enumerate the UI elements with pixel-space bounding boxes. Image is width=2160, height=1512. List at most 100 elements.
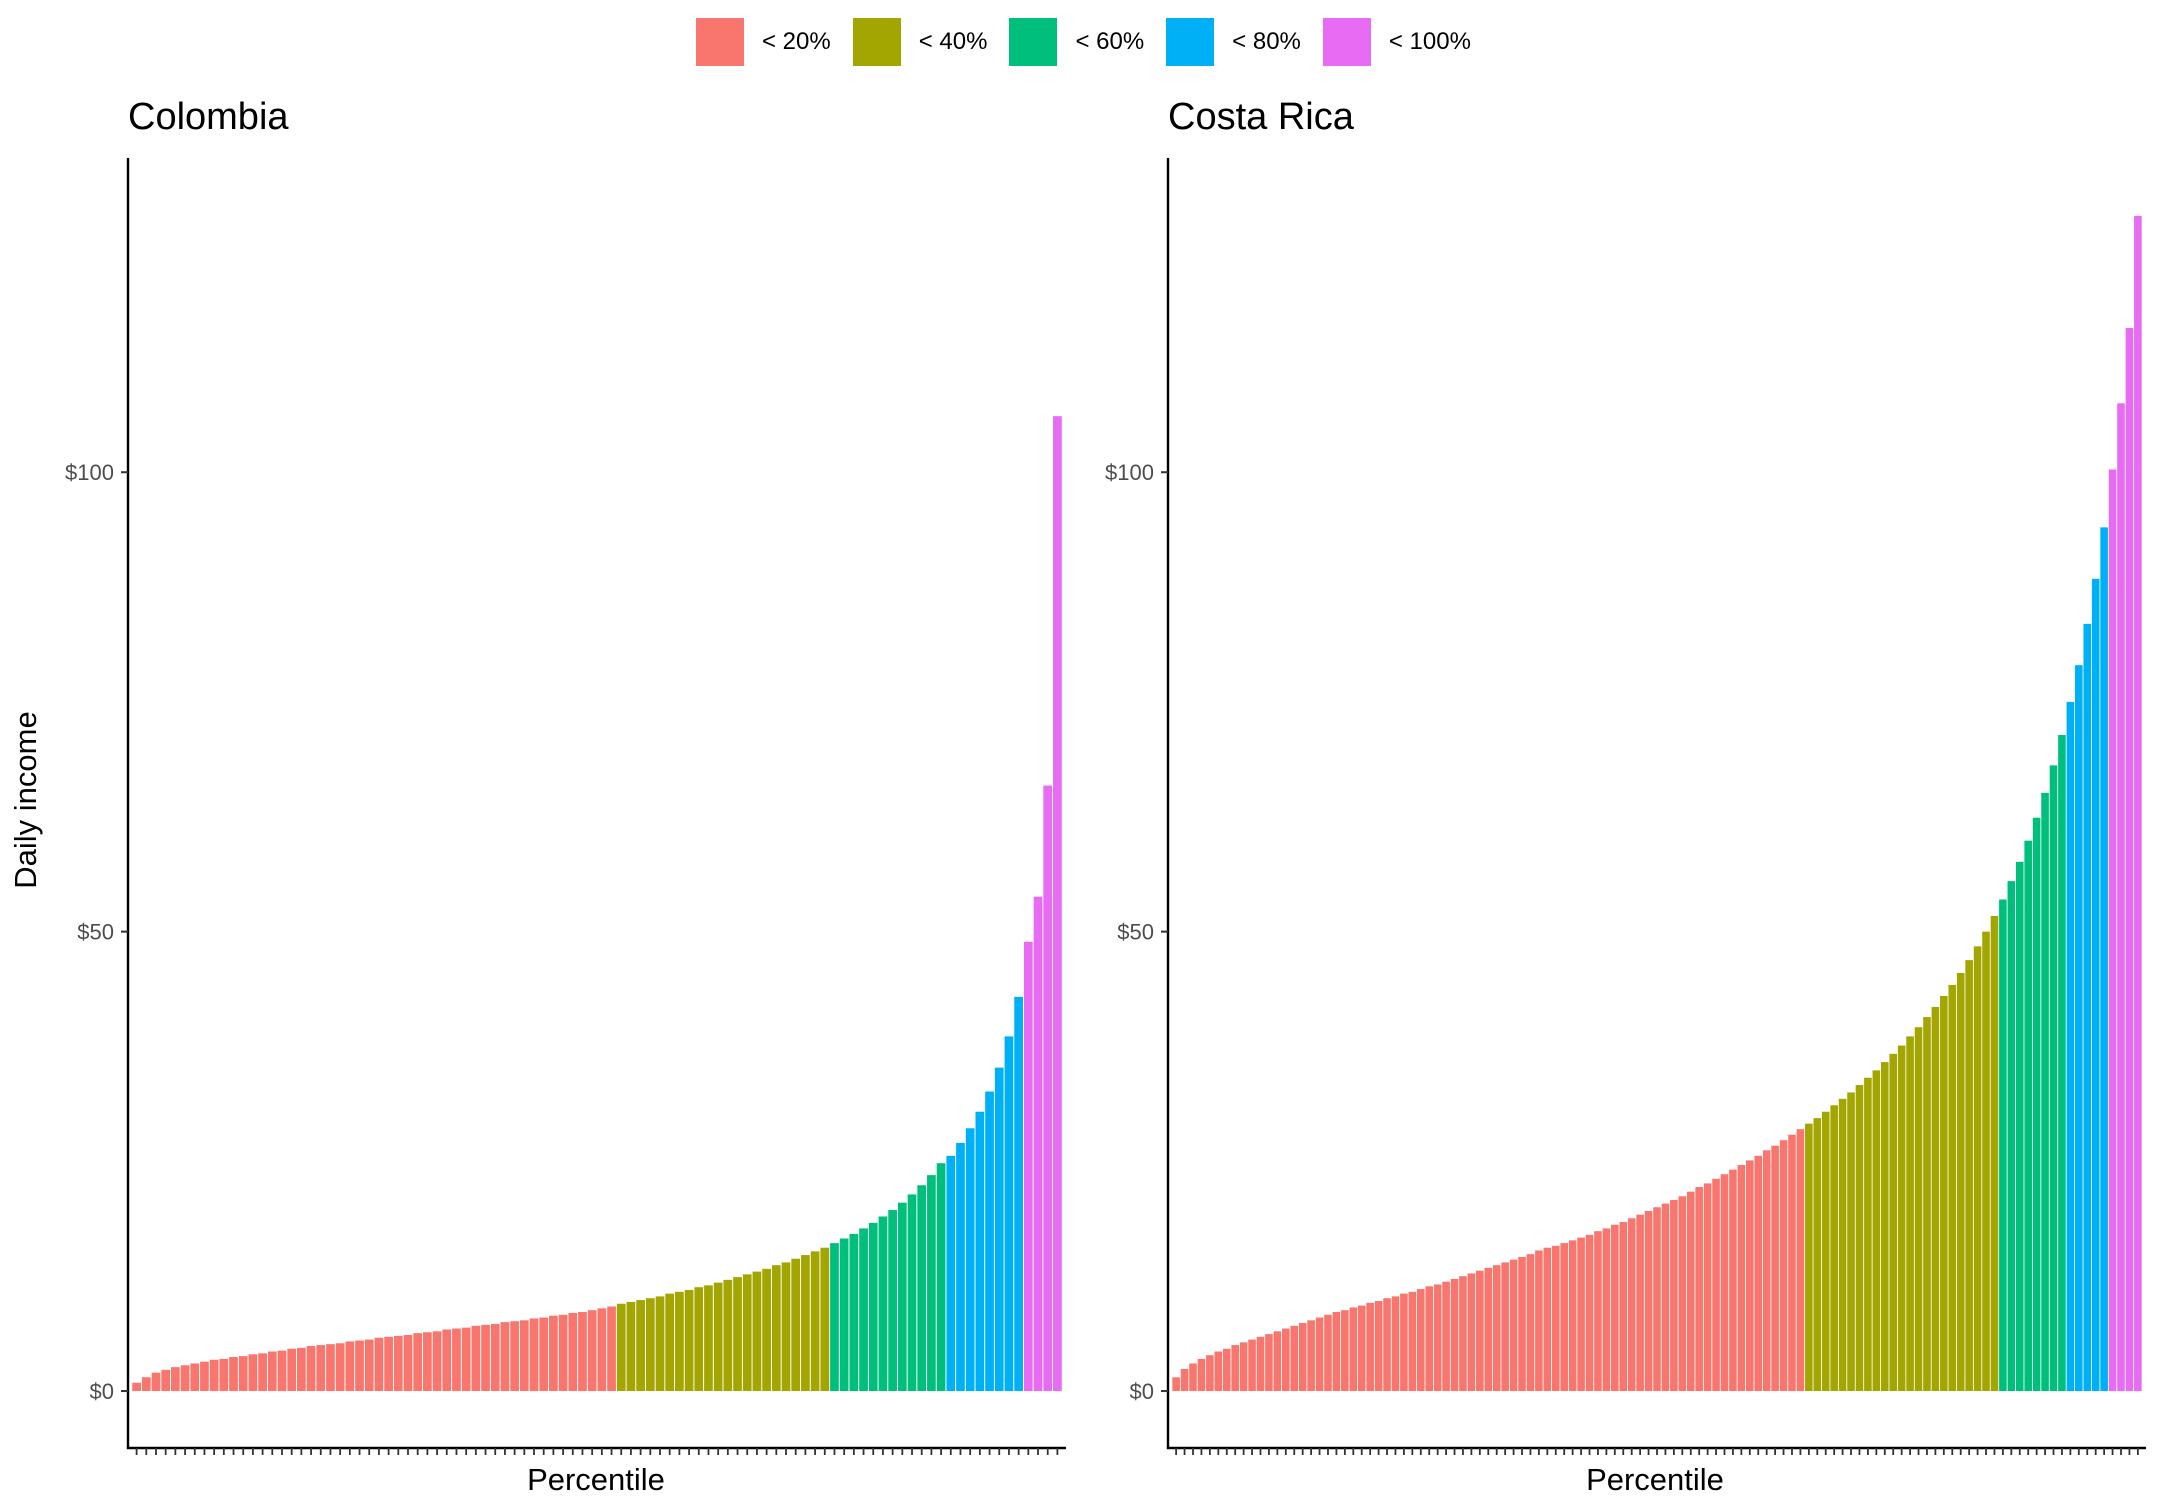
colombia-bar [985,1091,994,1392]
costa-rica-bar [1180,1368,1189,1392]
colombia-bar [655,1296,665,1392]
costa-rica-bar [1315,1317,1324,1392]
colombia-bar [771,1265,781,1392]
colombia-bar [1033,896,1043,1392]
colombia-bar [994,1067,1004,1392]
costa-rica-bar [1349,1307,1358,1392]
costa-rica-bar [1686,1191,1695,1392]
colombia-bar [578,1312,587,1392]
colombia-bar [1053,416,1062,1392]
costa-rica-bar [1526,1254,1535,1392]
costa-rica-bar [2049,765,2058,1392]
colombia-bar [694,1287,704,1392]
costa-rica-bar [2058,735,2066,1392]
costa-rica-bar [1703,1183,1712,1392]
costa-rica-bar [1400,1293,1408,1392]
costa-rica-bar [1189,1363,1197,1392]
costa-rica-bar [1197,1358,1206,1392]
colombia-bar [180,1365,190,1392]
colombia-bar [161,1369,171,1392]
colombia-bar [752,1271,762,1392]
colombia-bar [529,1318,539,1392]
costa-rica-bar [2125,327,2134,1392]
costa-rica-bar [1619,1221,1628,1392]
colombia-bar [452,1328,461,1392]
colombia-bar [549,1315,558,1392]
colombia-bar [626,1301,636,1392]
legend-label-lt40: < 40% [918,28,988,55]
colombia-bar [335,1343,345,1392]
costa-rica-bar [1248,1339,1256,1392]
costa-rica-bar [1897,1045,1906,1392]
colombia-bar [229,1357,238,1392]
costa-rica-bar [1543,1247,1552,1392]
costa-rica-y-tick-label: $100 [1105,460,1154,485]
costa-rica-bar [1855,1085,1864,1392]
legend-swatch-lt20 [696,18,744,66]
costa-rica-bar [1670,1199,1678,1392]
x-axis-title-colombia: Percentile [527,1462,665,1497]
colombia-bar [238,1356,248,1392]
colombia-bar [1004,1036,1014,1392]
colombia-bar [956,1142,965,1392]
costa-rica-bar [1484,1267,1493,1392]
costa-rica-bar [1720,1174,1729,1392]
colombia-bar [597,1308,607,1392]
colombia-bar [878,1216,888,1392]
colombia-bar [830,1243,839,1392]
costa-rica-bar [1206,1355,1214,1392]
colombia-bar [762,1268,771,1392]
costa-rica-bar [1577,1237,1585,1392]
costa-rica-bar [1940,995,1948,1392]
legend-swatch-lt80 [1166,18,1215,66]
costa-rica-bar [1644,1210,1653,1392]
costa-rica-bar [1661,1203,1670,1392]
colombia-bar [849,1233,859,1392]
costa-rica-bar [1627,1218,1636,1392]
colombia-bar [791,1258,801,1392]
x-axis-title-costa-rica: Percentile [1586,1462,1724,1497]
colombia-y-tick-label: $50 [77,920,114,945]
costa-rica-bar [1678,1196,1687,1392]
costa-rica-bar [1551,1245,1560,1392]
colombia-bar [519,1320,529,1392]
colombia-bar [810,1251,820,1392]
costa-rica-bar [1374,1300,1383,1392]
colombia-bar [267,1351,277,1392]
colombia-bar [510,1321,519,1392]
costa-rica-bar [1433,1284,1442,1392]
costa-rica-bar [2024,840,2032,1392]
panel-title-costa-rica: Costa Rica [1168,96,1354,138]
colombia-bar [587,1310,597,1392]
costa-rica-bar [1341,1310,1349,1392]
colombia-bar [568,1312,578,1392]
colombia-bar [645,1298,655,1392]
costa-rica-y-tick-label: $0 [1130,1379,1154,1404]
costa-rica-bar [1391,1296,1400,1392]
costa-rica-bar [1948,984,1957,1392]
colombia-bar [1014,996,1023,1392]
costa-rica-bar [1788,1134,1796,1392]
colombia-bar [907,1194,917,1392]
colombia-bar [500,1322,510,1392]
costa-rica-bar [1416,1289,1425,1392]
colombia-bar [558,1314,568,1392]
costa-rica-bar [1239,1342,1248,1392]
colombia-bar [927,1175,936,1392]
costa-rica-bar [1222,1348,1231,1392]
colombia-bar [539,1317,549,1392]
colombia-bar [132,1382,141,1392]
costa-rica-bar [2075,665,2083,1392]
colombia-bar [897,1202,907,1392]
costa-rica-bar [2032,817,2041,1392]
legend-label-lt20: < 20% [762,28,831,55]
costa-rica-bar [1467,1273,1476,1392]
colombia-bar [384,1336,393,1392]
colombia-bar [393,1335,403,1392]
colombia-bar [355,1340,364,1392]
colombia-bar [859,1228,868,1392]
costa-rica-bar [1492,1265,1501,1392]
costa-rica-bar [1973,946,1982,1392]
colombia-bar [306,1346,316,1392]
